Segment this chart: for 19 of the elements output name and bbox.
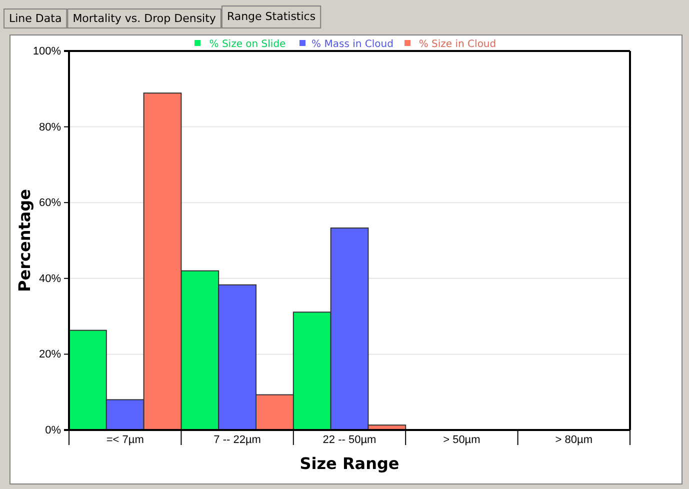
x-axis-title: Size Range: [300, 454, 400, 473]
y-tick-label: 0%: [45, 424, 62, 437]
x-tick-label: 22 -- 50µm: [322, 434, 376, 446]
legend-label: % Mass in Cloud: [312, 39, 394, 50]
text: Range Statistics: [226, 10, 316, 23]
text: Line Data: [9, 12, 62, 25]
y-tick-label: 100%: [32, 46, 62, 58]
x-tick-label: > 50µm: [443, 434, 480, 446]
legend-label: % Size on Slide: [209, 39, 286, 50]
y-tick-label: 40%: [38, 272, 62, 285]
text: Mortality vs. Drop Density: [72, 12, 216, 25]
y-tick-label: 20%: [38, 348, 62, 361]
y-tick-label: 80%: [38, 121, 62, 134]
y-axis-title: Percentage: [15, 188, 34, 292]
legend-label: % Size in Cloud: [418, 39, 496, 50]
x-tick-label: 7 -- 22µm: [214, 434, 261, 446]
x-tick-label: > 80µm: [555, 434, 593, 446]
y-tick-label: 60%: [38, 197, 62, 210]
x-tick-label: =< 7µm: [106, 434, 144, 446]
